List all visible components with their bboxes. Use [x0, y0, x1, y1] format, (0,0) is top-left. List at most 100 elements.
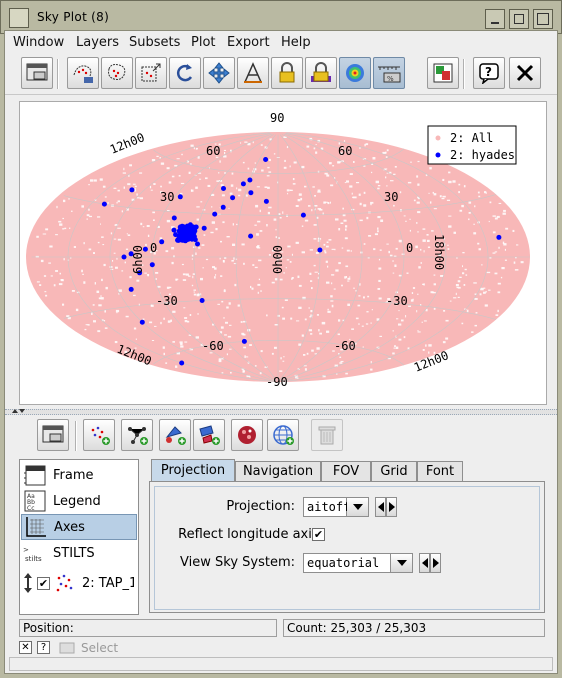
delete-layer-icon[interactable]: [311, 419, 343, 451]
all-sky-speck: [405, 315, 407, 318]
add-area-layer-icon[interactable]: [193, 419, 225, 451]
all-sky-speck: [243, 262, 245, 265]
all-sky-speck: [446, 199, 451, 201]
all-sky-speck: [97, 330, 101, 333]
tab-fov[interactable]: FOV: [321, 461, 371, 481]
add-points-layer-icon[interactable]: [83, 419, 115, 451]
all-sky-speck: [449, 300, 452, 302]
axis-lock-icon[interactable]: [271, 57, 303, 89]
all-sky-speck: [313, 238, 317, 240]
control-item-axes[interactable]: Axes: [21, 514, 137, 540]
all-sky-speck: [385, 151, 387, 154]
all-sky-speck: [167, 320, 171, 323]
hyades-points: [101, 157, 502, 366]
all-sky-speck: [289, 261, 292, 263]
all-sky-speck: [184, 320, 188, 323]
tab-projection[interactable]: Projection: [151, 459, 235, 481]
tab-navigation[interactable]: Navigation: [235, 461, 321, 481]
help-icon[interactable]: ?: [473, 57, 505, 89]
points-subset-icon[interactable]: [67, 57, 99, 89]
title-bar[interactable]: Sky Plot (8): [0, 0, 562, 34]
all-sky-speck: [155, 278, 157, 280]
all-sky-speck: [193, 289, 196, 291]
control-item-layer[interactable]: ✔ 2: TAP_1: [21, 568, 137, 598]
lon-label-6h: 6h00: [131, 245, 145, 274]
grid-fit-icon[interactable]: %: [373, 57, 405, 89]
all-sky-speck: [386, 149, 389, 152]
all-sky-speck: [388, 171, 392, 174]
menu-help[interactable]: Help: [281, 35, 311, 50]
sky-plot-area[interactable]: 90 60 60 30 30 0 0 -30 -30 -60 -60 -90 1…: [19, 101, 547, 405]
split-divider[interactable]: [5, 409, 557, 415]
all-sky-speck: [418, 266, 421, 269]
sky-plot-canvas[interactable]: 90 60 60 30 30 0 0 -30 -30 -60 -60 -90 1…: [20, 102, 546, 404]
hyades-point: [128, 286, 134, 292]
all-sky-speck: [227, 335, 232, 338]
aux-sketch-icon[interactable]: [339, 57, 371, 89]
all-sky-speck: [428, 192, 430, 194]
all-sky-speck: [433, 307, 436, 310]
add-position-layer-icon[interactable]: [159, 419, 191, 451]
window-close-icon[interactable]: [533, 9, 553, 29]
replot-icon[interactable]: [169, 57, 201, 89]
all-sky-speck: [432, 191, 434, 194]
control-item-legend[interactable]: Aa Bb Cc Legend: [21, 488, 137, 514]
add-pairs-layer-icon[interactable]: [121, 419, 153, 451]
sky-system-next-button[interactable]: [430, 553, 441, 573]
minimize-icon[interactable]: [485, 9, 505, 29]
all-sky-speck: [259, 372, 262, 375]
all-sky-speck: [291, 253, 293, 256]
control-item-stilts[interactable]: > stilts STILTS: [21, 540, 137, 566]
all-sky-speck: [124, 261, 126, 264]
layer-visible-checkbox[interactable]: ✔: [37, 576, 50, 590]
all-sky-speck: [347, 303, 350, 306]
projection-next-button[interactable]: [386, 497, 397, 517]
sky-system-prev-button[interactable]: [419, 553, 430, 573]
cancel-select-icon[interactable]: ✕: [19, 641, 32, 654]
all-sky-speck: [407, 181, 412, 184]
navigate-icon[interactable]: [203, 57, 235, 89]
tab-font[interactable]: Font: [417, 461, 463, 481]
all-sky-speck: [88, 215, 92, 218]
shade-lock-icon[interactable]: [305, 57, 337, 89]
add-sky-grid-icon[interactable]: [267, 419, 299, 451]
sky-system-select[interactable]: equatorial: [303, 553, 391, 573]
drag-handle-icon[interactable]: [23, 571, 33, 595]
floating-window-icon[interactable]: [37, 419, 69, 451]
select-button-label[interactable]: Select: [81, 641, 119, 655]
all-sky-speck: [379, 249, 382, 251]
axis-zoom-icon[interactable]: [237, 57, 269, 89]
sky-system-dropdown-button[interactable]: [391, 553, 413, 573]
all-sky-speck: [422, 239, 426, 242]
menu-export[interactable]: Export: [227, 35, 270, 50]
rescale-icon[interactable]: [135, 57, 167, 89]
projection-select[interactable]: aitoff: [303, 497, 350, 517]
menu-layers[interactable]: Layers: [76, 35, 120, 50]
all-sky-speck: [217, 303, 220, 305]
reflect-longitude-checkbox[interactable]: ✔: [312, 528, 325, 541]
projection-dropdown-button[interactable]: [347, 497, 369, 517]
add-density-layer-icon[interactable]: [231, 419, 263, 451]
close-icon[interactable]: [509, 57, 541, 89]
tab-grid[interactable]: Grid: [371, 461, 417, 481]
blob-subset-icon[interactable]: [101, 57, 133, 89]
all-sky-speck: [458, 191, 460, 194]
control-list[interactable]: Frame Aa Bb Cc Legend Axes > stilts STILTS …: [19, 459, 139, 615]
menu-subsets[interactable]: Subsets: [129, 35, 181, 50]
all-sky-speck: [116, 257, 118, 260]
menu-plot[interactable]: Plot: [191, 35, 216, 50]
control-item-frame[interactable]: Frame: [21, 462, 137, 488]
image-export-icon[interactable]: [427, 57, 459, 89]
maximize-icon[interactable]: [509, 9, 529, 29]
select-help-icon[interactable]: ?: [37, 641, 50, 654]
window-menu-icon[interactable]: [9, 8, 29, 28]
all-sky-speck: [338, 228, 341, 231]
all-sky-speck: [113, 187, 117, 189]
window-new-icon[interactable]: [21, 57, 53, 89]
menu-window[interactable]: Window: [13, 35, 65, 50]
projection-prev-button[interactable]: [375, 497, 386, 517]
all-sky-speck: [230, 371, 232, 374]
all-sky-speck: [377, 288, 381, 290]
all-sky-speck: [304, 185, 307, 188]
all-sky-speck: [241, 332, 245, 335]
